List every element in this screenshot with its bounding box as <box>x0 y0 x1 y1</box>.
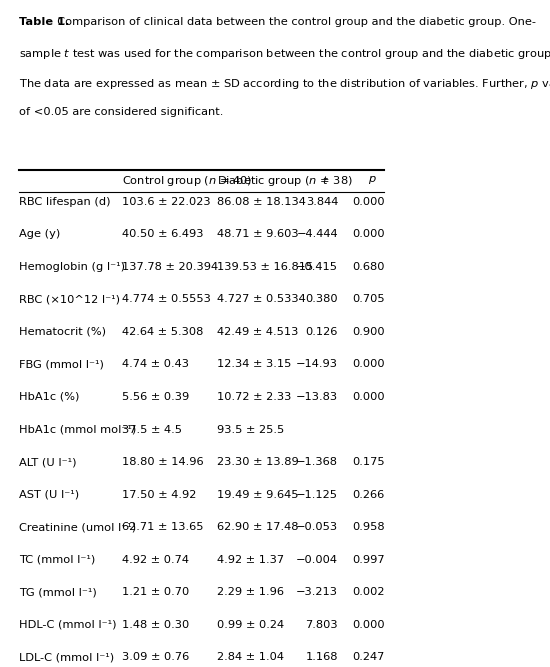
Text: 2.84 ± 1.04: 2.84 ± 1.04 <box>217 652 284 662</box>
Text: 0.958: 0.958 <box>352 522 384 532</box>
Text: 0.380: 0.380 <box>305 294 338 304</box>
Text: 0.705: 0.705 <box>352 294 384 304</box>
Text: 137.78 ± 20.394: 137.78 ± 20.394 <box>122 261 218 271</box>
Text: HDL-C (mmol l⁻¹): HDL-C (mmol l⁻¹) <box>19 620 117 630</box>
Text: 1.168: 1.168 <box>306 652 338 662</box>
Text: 0.000: 0.000 <box>352 392 384 402</box>
Text: 103.6 ± 22.023: 103.6 ± 22.023 <box>122 197 210 207</box>
Text: 4.74 ± 0.43: 4.74 ± 0.43 <box>122 360 189 370</box>
Text: Creatinine (umol l⁻¹): Creatinine (umol l⁻¹) <box>19 522 136 532</box>
Text: −1.125: −1.125 <box>296 490 338 500</box>
Text: TC (mmol l⁻¹): TC (mmol l⁻¹) <box>19 555 96 565</box>
Text: Age (y): Age (y) <box>19 229 60 239</box>
Text: 4.774 ± 0.5553: 4.774 ± 0.5553 <box>122 294 211 304</box>
Text: 7.803: 7.803 <box>305 620 338 630</box>
Text: 4.92 ± 0.74: 4.92 ± 0.74 <box>122 555 189 565</box>
Text: 0.000: 0.000 <box>352 360 384 370</box>
Text: Hemoglobin (g l⁻¹): Hemoglobin (g l⁻¹) <box>19 261 125 271</box>
Text: −14.93: −14.93 <box>296 360 338 370</box>
Text: 0.000: 0.000 <box>352 197 384 207</box>
Text: 2.29 ± 1.96: 2.29 ± 1.96 <box>217 588 284 598</box>
Text: 0.126: 0.126 <box>306 327 338 337</box>
Text: 5.56 ± 0.39: 5.56 ± 0.39 <box>122 392 189 402</box>
Text: 0.99 ± 0.24: 0.99 ± 0.24 <box>217 620 284 630</box>
Text: 12.34 ± 3.15: 12.34 ± 3.15 <box>217 360 291 370</box>
Text: 23.30 ± 13.89: 23.30 ± 13.89 <box>217 457 299 467</box>
Text: 17.50 ± 4.92: 17.50 ± 4.92 <box>122 490 196 500</box>
Text: HbA1c (%): HbA1c (%) <box>19 392 80 402</box>
Text: −13.83: −13.83 <box>296 392 338 402</box>
Text: Table 1.: Table 1. <box>19 17 69 27</box>
Text: 93.5 ± 25.5: 93.5 ± 25.5 <box>217 424 284 434</box>
Text: 4.727 ± 0.5334: 4.727 ± 0.5334 <box>217 294 306 304</box>
Text: 3.844: 3.844 <box>306 197 338 207</box>
Text: 18.80 ± 14.96: 18.80 ± 14.96 <box>122 457 203 467</box>
Text: 0.266: 0.266 <box>353 490 384 500</box>
Text: 40.50 ± 6.493: 40.50 ± 6.493 <box>122 229 203 239</box>
Text: −0.004: −0.004 <box>296 555 338 565</box>
Text: 37.5 ± 4.5: 37.5 ± 4.5 <box>122 424 182 434</box>
Text: 1.21 ± 0.70: 1.21 ± 0.70 <box>122 588 189 598</box>
Text: 42.49 ± 4.513: 42.49 ± 4.513 <box>217 327 298 337</box>
Text: Comparison of clinical data between the control group and the diabetic group. On: Comparison of clinical data between the … <box>51 17 536 27</box>
Text: 86.08 ± 18.134: 86.08 ± 18.134 <box>217 197 306 207</box>
Text: 139.53 ± 16.815: 139.53 ± 16.815 <box>217 261 313 271</box>
Text: 48.71 ± 9.603: 48.71 ± 9.603 <box>217 229 299 239</box>
Text: AST (U l⁻¹): AST (U l⁻¹) <box>19 490 80 500</box>
Text: −4.444: −4.444 <box>296 229 338 239</box>
Text: 0.000: 0.000 <box>352 229 384 239</box>
Text: ALT (U l⁻¹): ALT (U l⁻¹) <box>19 457 77 467</box>
Text: RBC lifespan (d): RBC lifespan (d) <box>19 197 111 207</box>
Text: 4.92 ± 1.37: 4.92 ± 1.37 <box>217 555 284 565</box>
Text: $t$: $t$ <box>322 173 329 185</box>
Text: 0.680: 0.680 <box>352 261 384 271</box>
Text: −0.053: −0.053 <box>296 522 338 532</box>
Text: −0.415: −0.415 <box>296 261 338 271</box>
Text: RBC (×10^12 l⁻¹): RBC (×10^12 l⁻¹) <box>19 294 120 304</box>
Text: 0.247: 0.247 <box>353 652 384 662</box>
Text: TG (mmol l⁻¹): TG (mmol l⁻¹) <box>19 588 97 598</box>
Text: FBG (mmol l⁻¹): FBG (mmol l⁻¹) <box>19 360 104 370</box>
Text: HbA1c (mmol mol⁻¹): HbA1c (mmol mol⁻¹) <box>19 424 136 434</box>
Text: Diabetic group ($n$ = 38): Diabetic group ($n$ = 38) <box>217 173 353 187</box>
Text: sample $t$ test was used for the comparison between the control group and the di: sample $t$ test was used for the compari… <box>19 47 550 61</box>
Text: $p$: $p$ <box>368 173 377 185</box>
Text: −3.213: −3.213 <box>296 588 338 598</box>
Text: 62.71 ± 13.65: 62.71 ± 13.65 <box>122 522 203 532</box>
Text: Control group ($n$ = 40): Control group ($n$ = 40) <box>122 173 252 187</box>
Text: 19.49 ± 9.645: 19.49 ± 9.645 <box>217 490 298 500</box>
Text: 0.175: 0.175 <box>352 457 384 467</box>
Text: of <0.05 are considered significant.: of <0.05 are considered significant. <box>19 107 223 117</box>
Text: 3.09 ± 0.76: 3.09 ± 0.76 <box>122 652 189 662</box>
Text: Hematocrit (%): Hematocrit (%) <box>19 327 106 337</box>
Text: The data are expressed as mean ± SD according to the distribution of variables. : The data are expressed as mean ± SD acco… <box>19 77 550 91</box>
Text: 42.64 ± 5.308: 42.64 ± 5.308 <box>122 327 203 337</box>
Text: −1.368: −1.368 <box>296 457 338 467</box>
Text: 1.48 ± 0.30: 1.48 ± 0.30 <box>122 620 189 630</box>
Text: LDL-C (mmol l⁻¹): LDL-C (mmol l⁻¹) <box>19 652 114 662</box>
Text: 0.002: 0.002 <box>352 588 384 598</box>
Text: 0.900: 0.900 <box>352 327 384 337</box>
Text: 0.000: 0.000 <box>352 620 384 630</box>
Text: 0.997: 0.997 <box>352 555 384 565</box>
Text: 10.72 ± 2.33: 10.72 ± 2.33 <box>217 392 291 402</box>
Text: 62.90 ± 17.48: 62.90 ± 17.48 <box>217 522 298 532</box>
